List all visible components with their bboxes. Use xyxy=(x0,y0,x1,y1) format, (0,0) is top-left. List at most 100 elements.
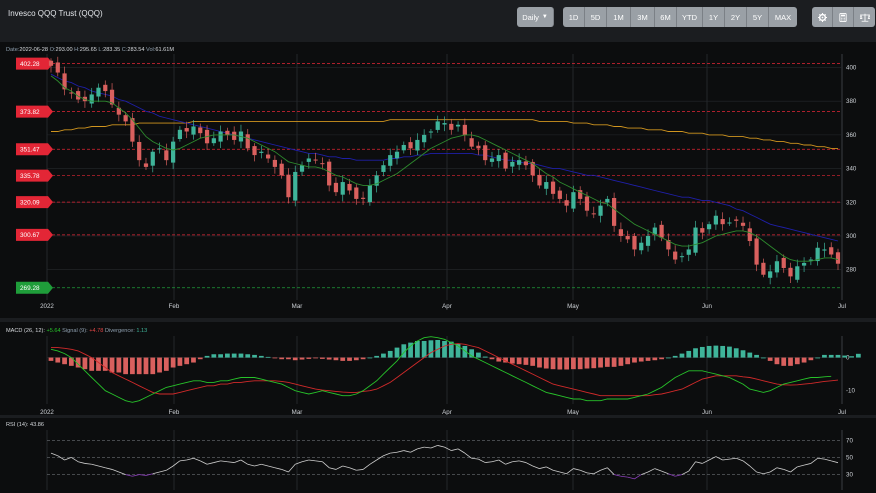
candle xyxy=(150,151,155,166)
candle xyxy=(469,138,474,147)
candle xyxy=(584,196,590,211)
rsi-line-segment xyxy=(349,467,357,471)
rsi-line-segment xyxy=(756,471,764,475)
range-button-1m[interactable]: 1M xyxy=(607,7,631,27)
rsi-line-segment xyxy=(139,474,147,476)
candle xyxy=(367,185,372,203)
range-button-1y[interactable]: 1Y xyxy=(703,7,725,27)
candle xyxy=(788,267,793,277)
candle xyxy=(645,235,651,246)
candle xyxy=(48,60,54,66)
macd-panel[interactable]: MACD (26, 12): +5.64 Signal (9): +4.78 D… xyxy=(0,322,876,416)
divergence-bar xyxy=(340,357,346,361)
range-button-1d[interactable]: 1D xyxy=(563,7,585,27)
divergence-bar xyxy=(842,355,848,358)
divergence-bar xyxy=(123,357,129,375)
candle xyxy=(171,141,176,163)
candle xyxy=(462,124,467,135)
divergence-bar xyxy=(577,357,583,370)
divergence-bar xyxy=(543,357,549,369)
rsi-line-segment xyxy=(803,463,811,466)
candle xyxy=(693,227,698,253)
candle xyxy=(625,236,630,240)
range-button-3m[interactable]: 3M xyxy=(631,7,655,27)
level-label: 320.09 xyxy=(20,199,40,206)
rsi-line-segment xyxy=(396,450,404,453)
divergence-bar xyxy=(225,353,230,358)
macd-value: +5.64 xyxy=(46,328,60,334)
range-button-5d[interactable]: 5D xyxy=(585,7,607,27)
candle xyxy=(374,175,379,186)
divergence-bar xyxy=(571,357,576,370)
candle xyxy=(740,222,746,226)
candle xyxy=(673,251,678,260)
y-tick-label: 340 xyxy=(846,166,857,173)
candle xyxy=(211,138,216,144)
range-button-5y[interactable]: 5Y xyxy=(747,7,769,27)
scale-button[interactable] xyxy=(854,7,875,27)
divergence-bar xyxy=(48,357,54,361)
divergence-bar xyxy=(516,357,522,365)
candle xyxy=(503,152,508,169)
divergence-bar xyxy=(523,357,529,365)
level-badge xyxy=(16,169,53,182)
candle xyxy=(829,247,834,255)
rsi-line-segment xyxy=(390,451,398,454)
range-button-ytd[interactable]: YTD xyxy=(677,7,703,27)
interval-dropdown[interactable]: Daily ▼ xyxy=(517,7,554,27)
divergence-bar xyxy=(699,346,705,358)
candle xyxy=(388,155,393,166)
divergence-bar xyxy=(286,357,291,360)
candle xyxy=(815,247,820,262)
divergence-bar xyxy=(211,354,217,358)
rsi-line-segment xyxy=(206,462,214,465)
y-tick-label: 30 xyxy=(846,472,853,479)
rsi-line-segment xyxy=(254,463,262,467)
rsi-line-segment xyxy=(234,459,242,463)
divergence-bar xyxy=(645,357,651,361)
candle xyxy=(822,249,827,251)
rsi-line-segment xyxy=(512,460,520,463)
settings-button[interactable] xyxy=(812,7,833,27)
price-panel[interactable]: Date:2022-06-28 O:293.00 H:295.65 L:283.… xyxy=(0,42,876,318)
rsi-line-segment xyxy=(471,457,479,460)
candle xyxy=(103,84,108,92)
candle xyxy=(360,197,366,199)
candle xyxy=(428,131,434,133)
divergence-bar xyxy=(394,347,400,358)
rsi-line-segment xyxy=(369,459,377,465)
candle xyxy=(679,256,685,258)
candle xyxy=(652,227,657,235)
price-chart[interactable]: Date:2022-06-28 O:293.00 H:295.65 L:283.… xyxy=(0,42,876,318)
macd-chart[interactable]: MACD (26, 12): +5.64 Signal (9): +4.78 D… xyxy=(0,322,876,416)
rsi-chart[interactable]: RSI (14): 43.86 70 50 30 xyxy=(0,418,876,493)
divergence-bar xyxy=(801,357,807,363)
rsi-line-segment xyxy=(546,466,554,471)
level-badge xyxy=(16,228,53,241)
candle xyxy=(198,127,203,134)
divergence-bar xyxy=(808,357,814,361)
ohlc-volume-label: Vol: xyxy=(146,47,156,53)
rsi-line-segment xyxy=(335,465,343,470)
rsi-line-segment xyxy=(539,466,547,469)
rsi-line-segment xyxy=(98,465,106,469)
range-button-max[interactable]: MAX xyxy=(769,7,797,27)
y-tick-label: 70 xyxy=(846,437,853,444)
divergence-bar xyxy=(747,352,753,358)
candle xyxy=(340,182,345,195)
y-tick-label: 300 xyxy=(846,233,857,240)
divergence-bar xyxy=(62,357,67,365)
y-tick-label: 380 xyxy=(846,98,857,105)
calculator-button[interactable] xyxy=(833,7,854,27)
ohlc-high: 295.65 xyxy=(80,47,97,53)
range-button-2y[interactable]: 2Y xyxy=(725,7,747,27)
rsi-line-segment xyxy=(308,459,316,462)
range-button-6m[interactable]: 6M xyxy=(655,7,677,27)
candle xyxy=(761,262,766,275)
candle xyxy=(89,94,94,104)
x-tick-label: Apr xyxy=(442,303,452,310)
rsi-panel[interactable]: RSI (14): 43.86 70 50 30 xyxy=(0,418,876,493)
divergence-bar xyxy=(733,348,739,358)
signal-value: +4.78 xyxy=(89,328,103,334)
divergence-bar xyxy=(299,357,305,360)
